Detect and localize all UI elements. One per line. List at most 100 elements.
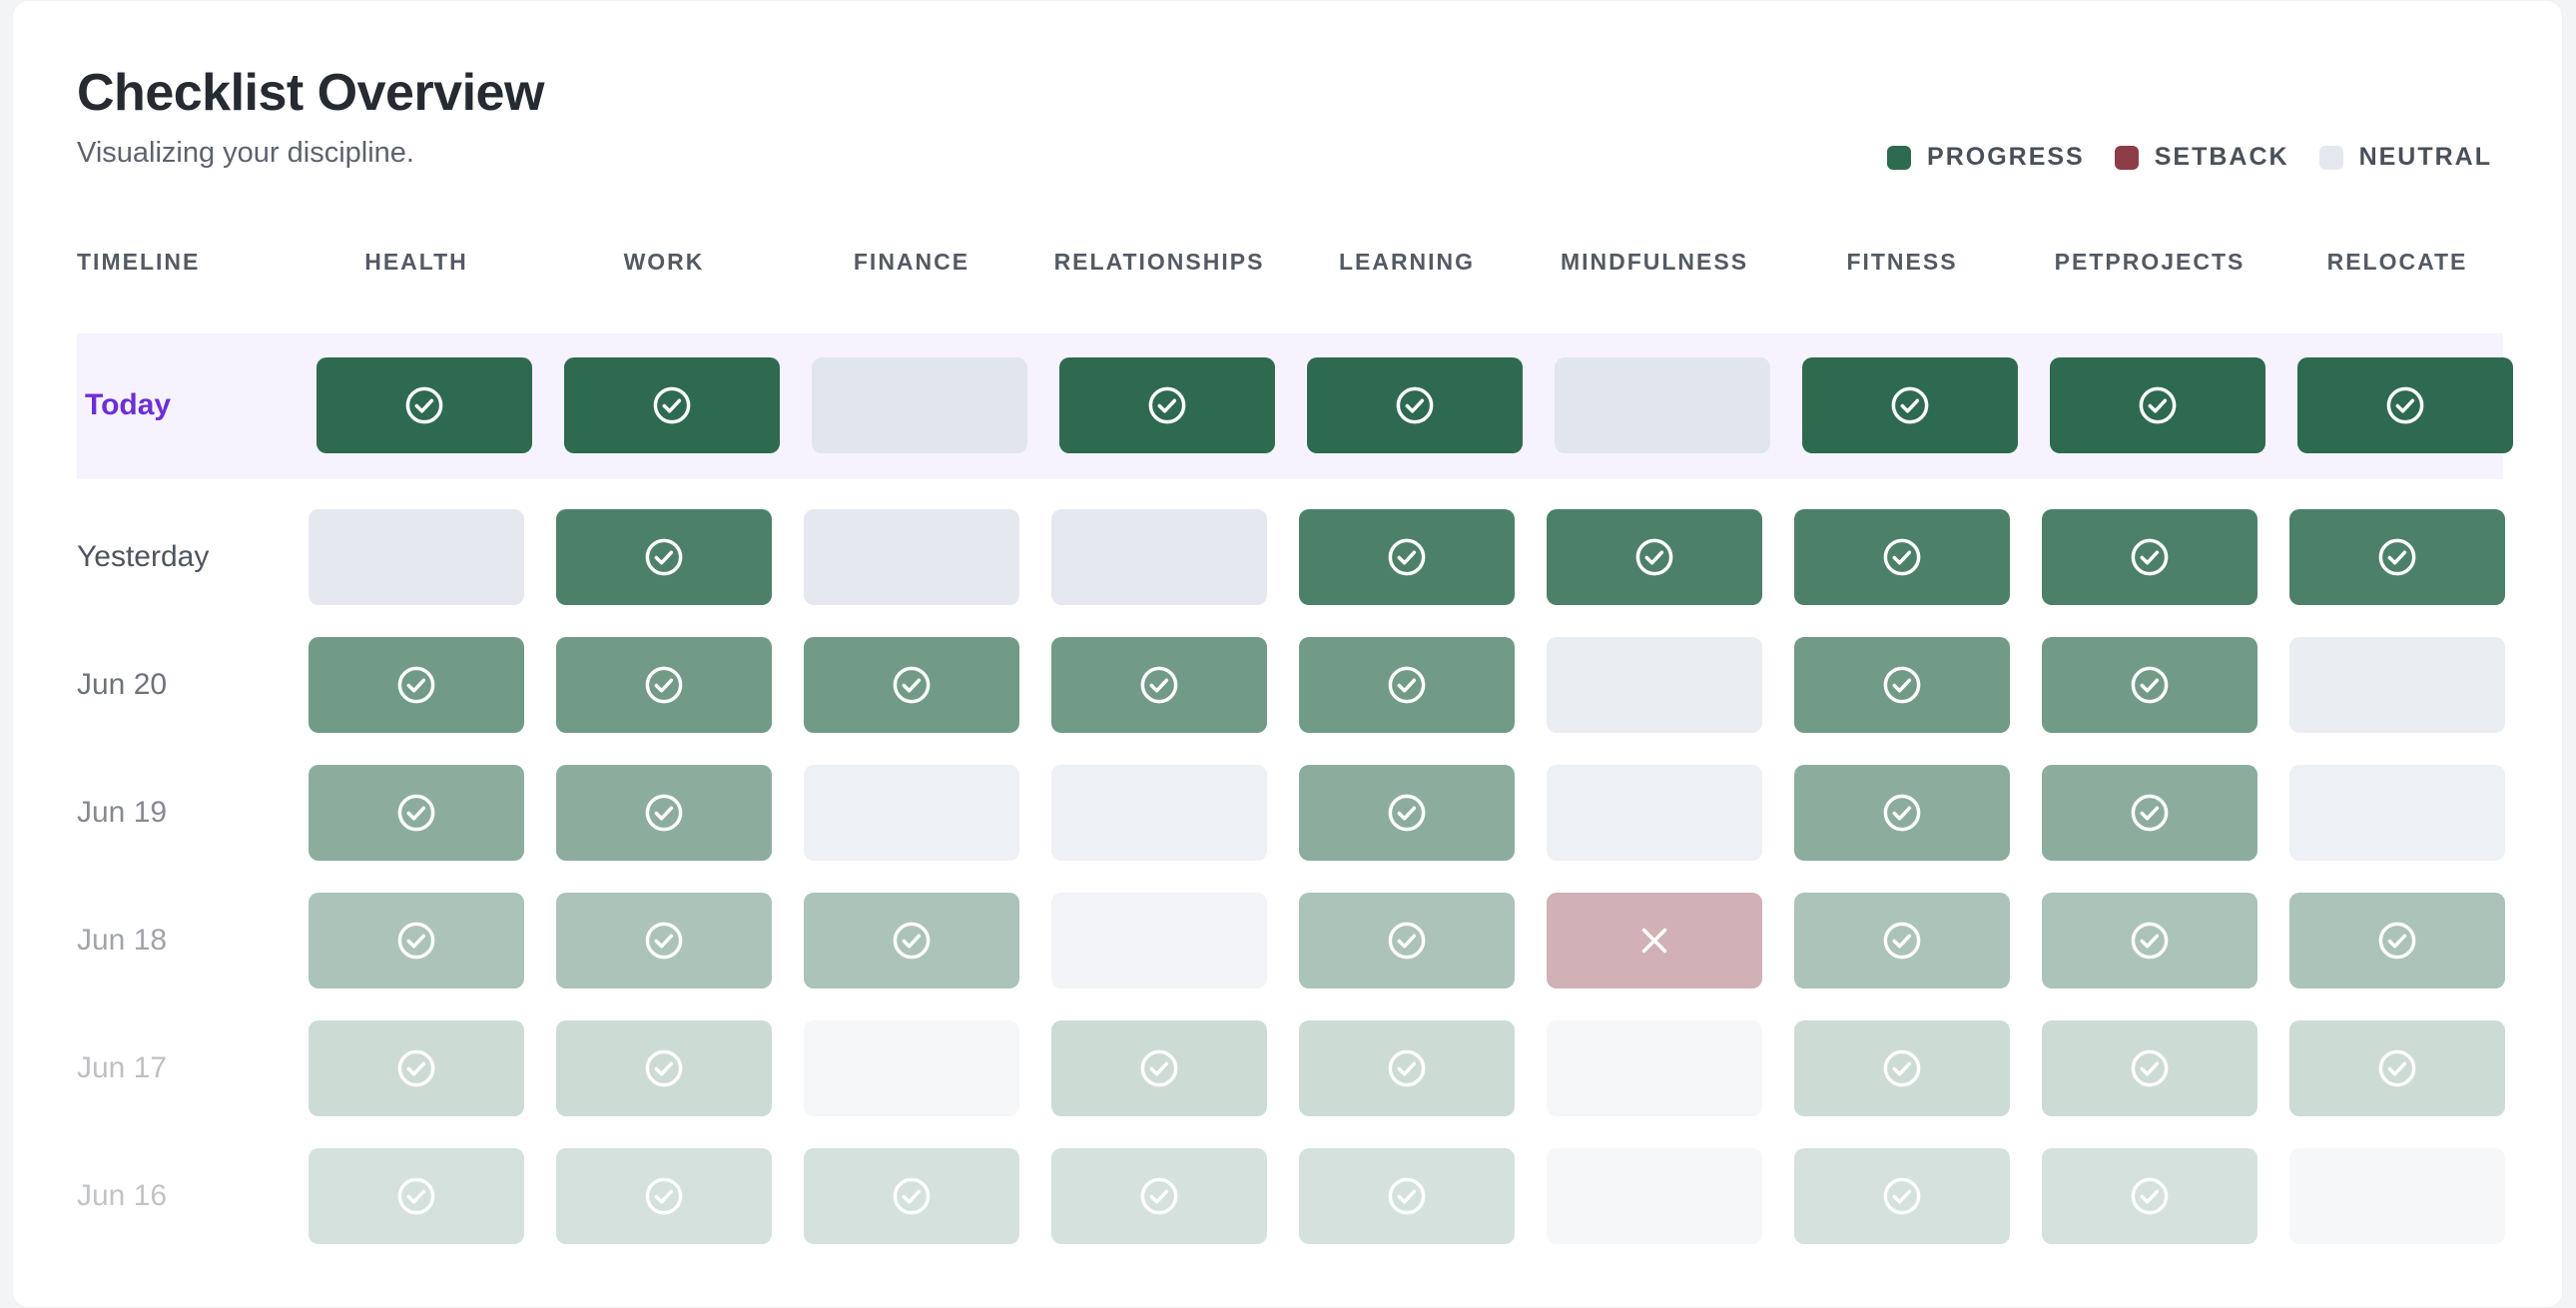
habit-cell-neutral[interactable] <box>1051 765 1267 861</box>
habit-cell-progress[interactable] <box>1299 637 1515 733</box>
habit-cell-progress[interactable] <box>1299 765 1515 861</box>
habit-cell-neutral[interactable] <box>1051 893 1267 988</box>
habit-cell-neutral[interactable] <box>2289 637 2505 733</box>
page-title: Checklist Overview <box>77 64 544 122</box>
habit-cell-neutral[interactable] <box>812 357 1027 453</box>
habit-cell-progress[interactable] <box>309 765 524 861</box>
habit-cell-progress[interactable] <box>1307 357 1523 453</box>
habit-cell-progress[interactable] <box>2289 509 2505 605</box>
habit-cell-progress[interactable] <box>2042 509 2257 605</box>
habit-cell-progress[interactable] <box>556 1148 772 1244</box>
habit-cell-progress[interactable] <box>317 357 532 453</box>
habit-cell-progress[interactable] <box>1794 893 2010 988</box>
habit-cell-progress[interactable] <box>1051 637 1267 733</box>
column-header-fitness: FITNESS <box>1846 249 1958 275</box>
grid-row: Yesterday <box>13 509 2562 605</box>
habit-cell-progress[interactable] <box>556 509 772 605</box>
checklist-card: Checklist Overview Visualizing your disc… <box>12 0 2563 1308</box>
habit-cell-progress[interactable] <box>1051 1148 1267 1244</box>
habit-cell-progress[interactable] <box>1794 1020 2010 1116</box>
habit-cell-progress[interactable] <box>1059 357 1275 453</box>
habit-cell-progress[interactable] <box>1794 637 2010 733</box>
habit-cell-neutral[interactable] <box>1547 1020 1762 1116</box>
habit-cell-progress[interactable] <box>309 893 524 988</box>
legend-item-setback: SETBACK <box>2114 143 2289 172</box>
check-icon <box>645 1177 683 1215</box>
habit-cell-progress[interactable] <box>309 1148 524 1244</box>
row-label: Jun 19 <box>77 796 168 829</box>
check-icon <box>397 1049 435 1087</box>
column-header-finance: FINANCE <box>853 249 970 275</box>
habit-cell-progress[interactable] <box>804 893 1019 988</box>
check-icon <box>645 538 683 576</box>
check-icon <box>397 666 435 704</box>
habit-cell-neutral[interactable] <box>1051 509 1267 605</box>
check-icon <box>1883 1177 1921 1215</box>
check-icon <box>1140 1049 1178 1087</box>
check-icon <box>1388 538 1426 576</box>
habit-cell-progress[interactable] <box>2289 893 2505 988</box>
habit-cell-progress[interactable] <box>804 637 1019 733</box>
habit-cell-progress[interactable] <box>564 357 780 453</box>
check-icon <box>1388 1049 1426 1087</box>
habit-cell-progress[interactable] <box>1051 1020 1267 1116</box>
check-icon <box>1140 666 1178 704</box>
x-icon <box>1641 928 1667 954</box>
row-label: Jun 17 <box>77 1051 168 1084</box>
column-header-relocate: RELOCATE <box>2326 249 2468 275</box>
legend-label-setback: SETBACK <box>2154 143 2289 171</box>
habit-cell-progress[interactable] <box>2042 893 2257 988</box>
legend-swatch-progress <box>1887 145 1912 170</box>
check-icon <box>1883 538 1921 576</box>
habit-cell-neutral[interactable] <box>309 509 524 605</box>
habit-cell-progress[interactable] <box>556 893 772 988</box>
grid-row: Today <box>13 357 2562 453</box>
habit-cell-progress[interactable] <box>309 637 524 733</box>
check-icon <box>2378 1049 2416 1087</box>
habit-cell-progress[interactable] <box>1299 1020 1515 1116</box>
habit-cell-progress[interactable] <box>1794 1148 2010 1244</box>
row-label: Yesterday <box>77 540 210 573</box>
habit-cell-neutral[interactable] <box>804 509 1019 605</box>
check-icon <box>645 922 683 960</box>
habit-cell-neutral[interactable] <box>1555 357 1770 453</box>
legend-item-progress: PROGRESS <box>1887 143 2085 172</box>
habit-cell-progress[interactable] <box>1299 893 1515 988</box>
habit-cell-neutral[interactable] <box>804 1020 1019 1116</box>
habit-cell-progress[interactable] <box>2050 357 2265 453</box>
habit-cell-progress[interactable] <box>2042 765 2257 861</box>
habit-cell-progress[interactable] <box>2042 1148 2257 1244</box>
legend: PROGRESS SETBACK NEUTRAL <box>1887 143 2492 172</box>
habit-cell-progress[interactable] <box>309 1020 524 1116</box>
habit-cell-neutral[interactable] <box>2289 1148 2505 1244</box>
habit-cell-progress[interactable] <box>804 1148 1019 1244</box>
habit-cell-neutral[interactable] <box>804 765 1019 861</box>
habit-cell-progress[interactable] <box>2297 357 2513 453</box>
habit-cell-neutral[interactable] <box>1547 637 1762 733</box>
habit-cell-progress[interactable] <box>1299 509 1515 605</box>
habit-cell-neutral[interactable] <box>1547 1148 1762 1244</box>
check-icon <box>1883 666 1921 704</box>
habit-cell-neutral[interactable] <box>2289 765 2505 861</box>
check-icon <box>1635 538 1673 576</box>
check-icon <box>2131 1049 2169 1087</box>
habit-cell-progress[interactable] <box>2042 637 2257 733</box>
column-header-row: TIMELINE HEALTH WORK FINANCE RELATIONSHIPS L… <box>13 249 2562 289</box>
habit-cell-progress[interactable] <box>1794 509 2010 605</box>
habit-cell-progress[interactable] <box>1802 357 2018 453</box>
habit-cell-progress[interactable] <box>556 765 772 861</box>
habit-cell-progress[interactable] <box>556 637 772 733</box>
habit-cell-progress[interactable] <box>1299 1148 1515 1244</box>
habit-cell-progress[interactable] <box>2042 1020 2257 1116</box>
habit-cell-setback[interactable] <box>1547 893 1762 988</box>
habit-cell-progress[interactable] <box>556 1020 772 1116</box>
habit-cell-progress[interactable] <box>2289 1020 2505 1116</box>
column-header-learning: LEARNING <box>1338 249 1476 275</box>
habit-cell-progress[interactable] <box>1794 765 2010 861</box>
legend-label-neutral: NEUTRAL <box>2358 143 2492 171</box>
check-icon <box>1388 666 1426 704</box>
habit-cell-neutral[interactable] <box>1547 765 1762 861</box>
grid-row: Jun 19 <box>13 765 2562 861</box>
check-icon <box>645 794 683 832</box>
habit-cell-progress[interactable] <box>1547 509 1762 605</box>
